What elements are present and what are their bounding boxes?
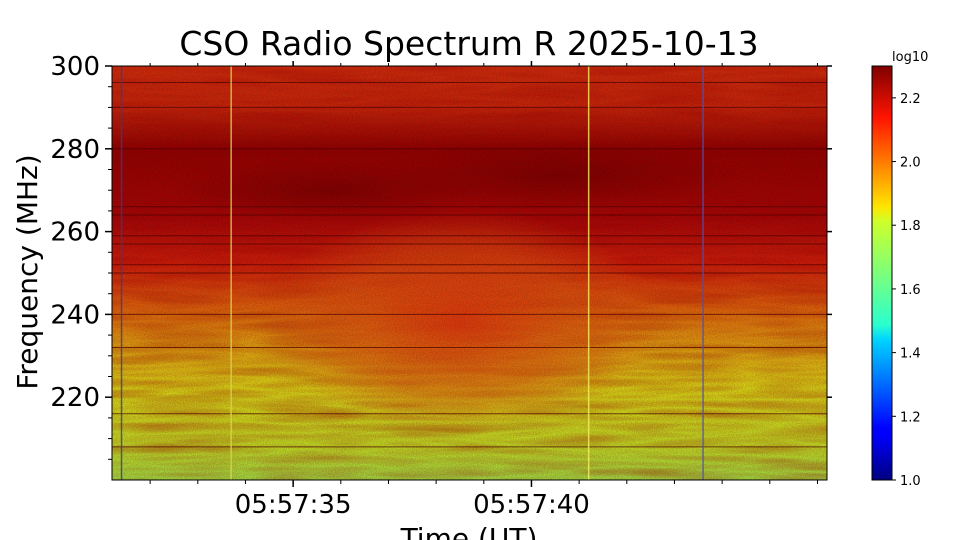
colorbar-tick-label: 1.8 [900, 219, 921, 234]
vertical-interference-lines [120, 66, 704, 480]
x-axis: 05:57:35 05:57:40 [149, 61, 818, 520]
colorbar-tick-label: 2.2 [900, 92, 921, 107]
y-tick-label: 220 [50, 383, 100, 413]
y-axis: 220 240 260 280 300 [50, 52, 832, 460]
colorbar-tick-label: 2.0 [900, 156, 921, 171]
colorbar-tick-label: 1.6 [900, 283, 921, 298]
y-tick-label: 240 [50, 300, 100, 330]
x-tick-label: 05:57:35 [235, 490, 352, 520]
colorbar-tick-label: 1.2 [900, 410, 921, 425]
colorbar-tick-label: 1.4 [900, 347, 921, 362]
colorbar-label: log10 [892, 50, 928, 65]
spectrogram-image [112, 66, 827, 480]
colorbar-gradient [871, 65, 893, 481]
y-tick-label: 260 [50, 218, 100, 248]
chart-title: CSO Radio Spectrum R 2025-10-13 [179, 24, 758, 63]
y-tick-label: 300 [50, 52, 100, 82]
x-tick-label: 05:57:40 [473, 490, 590, 520]
y-tick-label: 280 [50, 135, 100, 165]
y-axis-label: Frequency (MHz) [11, 154, 44, 389]
colorbar-tick-label: 1.0 [900, 474, 921, 489]
x-axis-label: Time (UT) [400, 522, 538, 540]
colorbar-ticks: 1.0 1.2 1.4 1.6 1.8 2.0 2.2 [892, 92, 921, 489]
colorbar: log10 1.0 1.2 1.4 1.6 1.8 2.0 2.2 [871, 50, 928, 489]
